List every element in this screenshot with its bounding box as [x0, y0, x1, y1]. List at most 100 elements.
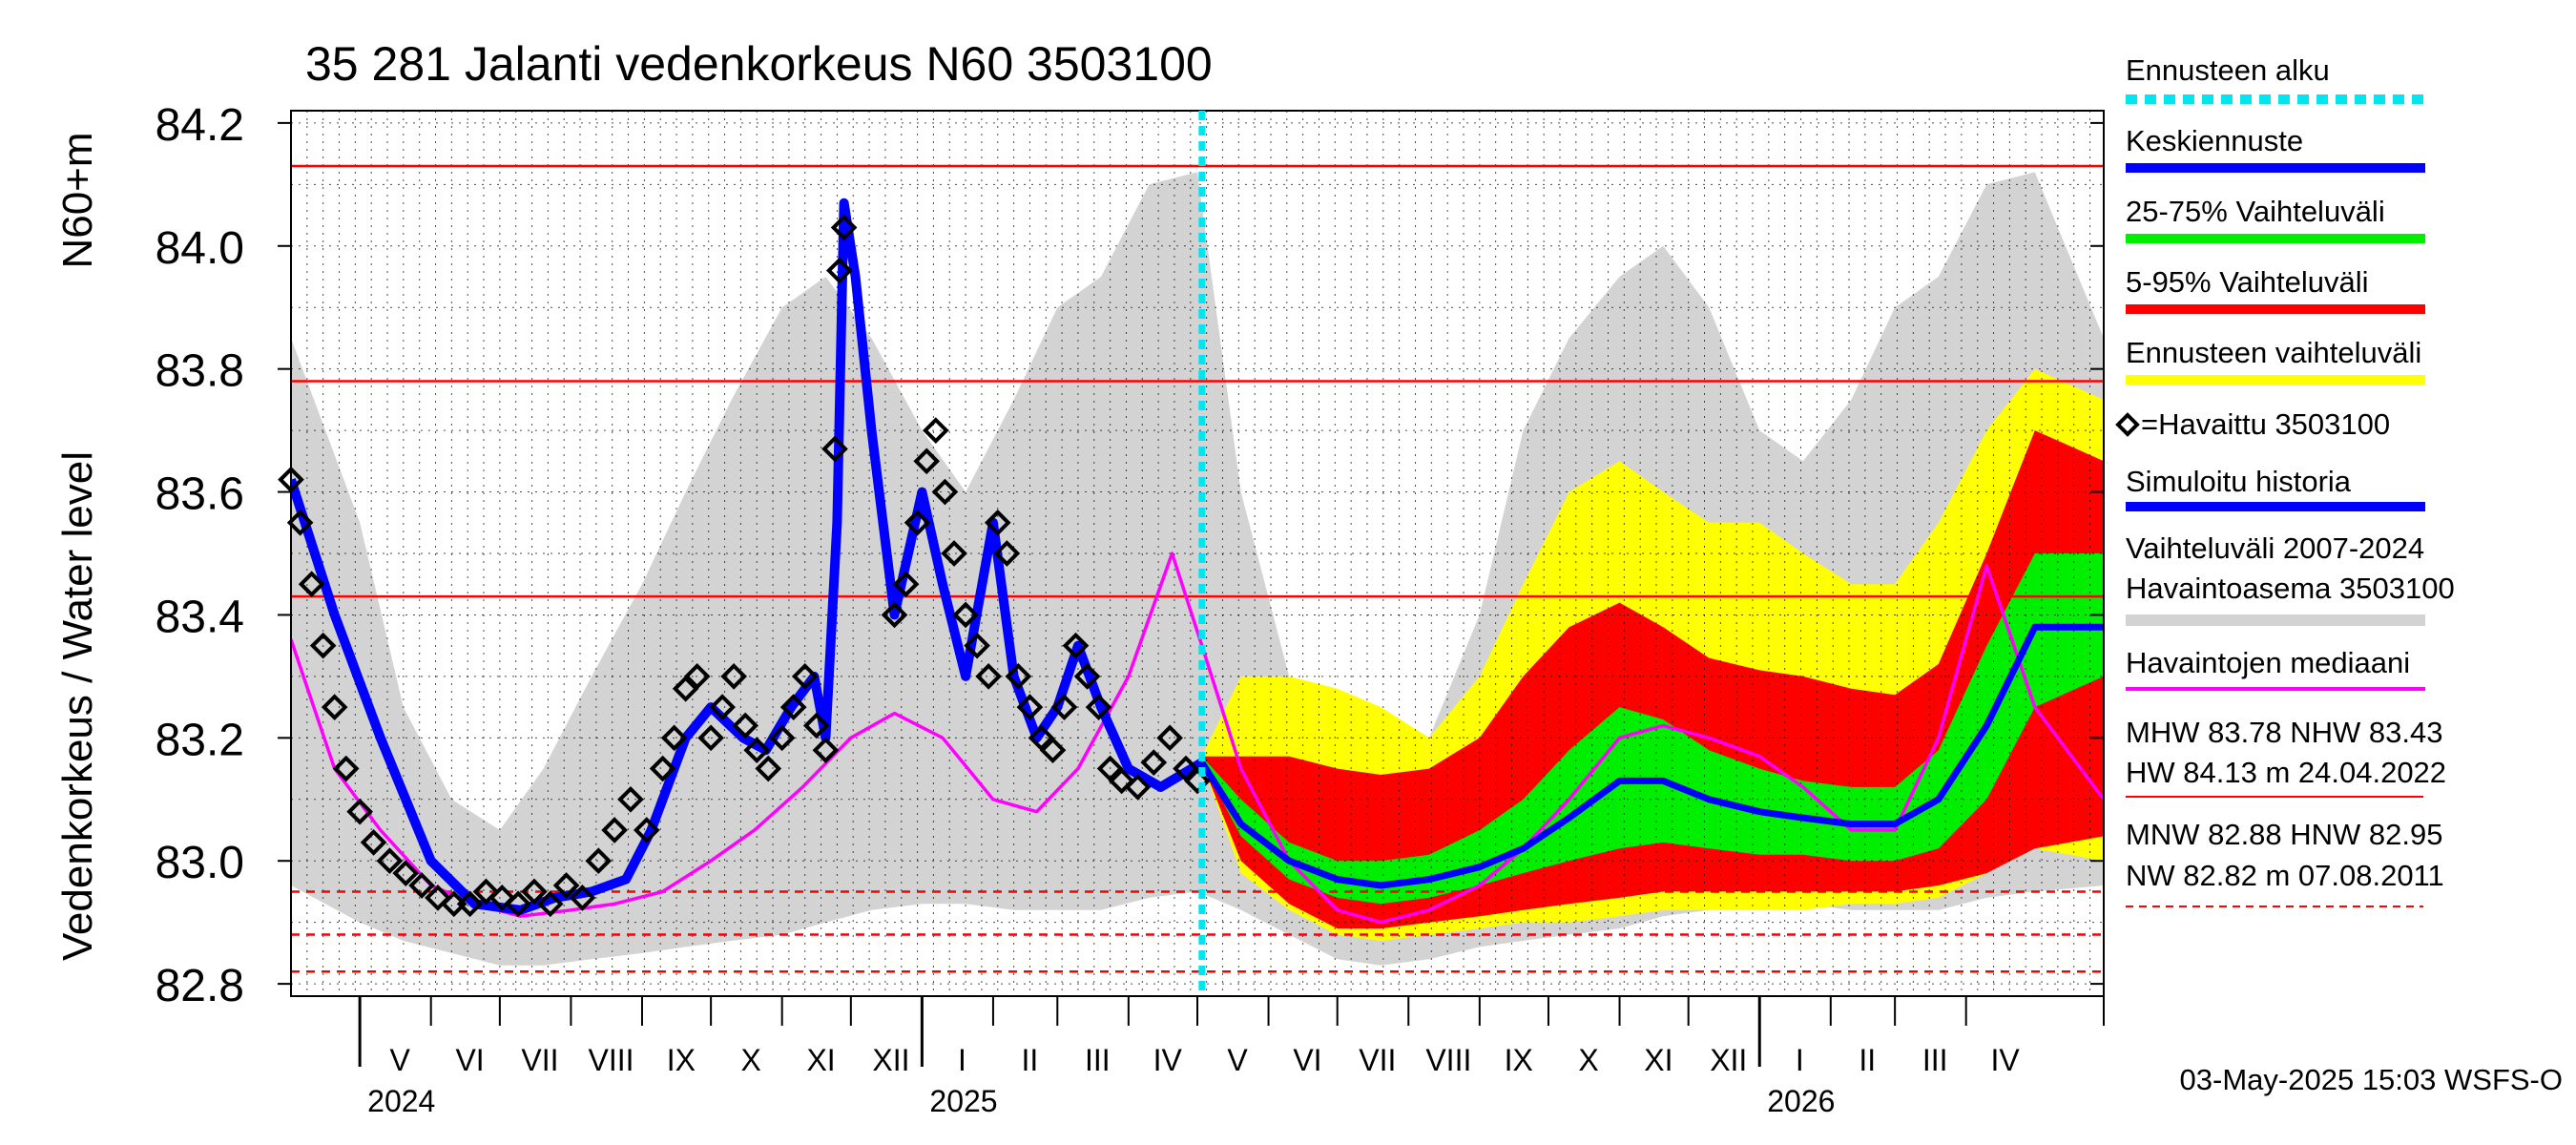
observed-point [802, 712, 830, 739]
month-label: IX [667, 1043, 696, 1077]
observed-point [456, 890, 484, 918]
month-label: VIII [588, 1043, 634, 1077]
observed-point [913, 448, 941, 475]
observed-point [488, 885, 516, 911]
observed-point [993, 540, 1021, 567]
observed-point [768, 724, 796, 752]
stats-line-4: NW 82.82 m 07.08.2011 [2126, 859, 2444, 892]
month-label: IV [1990, 1043, 2020, 1077]
observed-point [1108, 767, 1135, 795]
legend-ennusteen-alku-label: Ennusteen alku [2126, 53, 2330, 87]
month-label: III [1922, 1043, 1948, 1077]
observed-point [286, 509, 314, 536]
axes: 82.883.083.283.483.683.884.084.2V VI VII VI… [156, 100, 2105, 1118]
observed-point [881, 601, 908, 629]
observed-point [332, 755, 360, 782]
observed-point [569, 885, 596, 911]
y-axis-label: Vedenkorkeus / Water level [54, 451, 101, 961]
legend-keskiennuste-label: Keskiennuste [2126, 124, 2303, 157]
observed-point [360, 829, 387, 856]
observed-point [825, 257, 853, 284]
chart-title: 35 281 Jalanti vedenkorkeus N60 3503100 [305, 37, 1213, 91]
year-label: 2026 [1767, 1084, 1835, 1118]
observed-point [812, 737, 840, 764]
month-label: VII [521, 1043, 558, 1077]
observed-point [941, 540, 967, 567]
y-tick-label: 83.8 [156, 346, 244, 397]
year-label: 2025 [929, 1084, 997, 1118]
observed-point [709, 694, 736, 720]
observed-point [392, 860, 420, 886]
observed-point [683, 663, 711, 690]
observed-point [536, 890, 564, 918]
observed-point [1124, 774, 1152, 801]
year-label: 2024 [367, 1084, 435, 1118]
observed-point [975, 663, 1002, 690]
observed-point [672, 675, 699, 702]
observed-point [922, 417, 949, 444]
month-label: IV [1153, 1043, 1183, 1077]
observed-point [964, 632, 990, 659]
observed-point [1028, 724, 1055, 752]
observed-point [791, 663, 819, 690]
observed-point [1184, 767, 1211, 795]
stats-line-2: HW 84.13 m 24.04.2022 [2126, 756, 2446, 789]
observed-point [1005, 663, 1032, 690]
observed-point [552, 872, 580, 899]
y-tick-label: 83.2 [156, 715, 244, 765]
observed-point [633, 817, 660, 843]
observed-point [743, 737, 771, 764]
grid-layer [290, 111, 2104, 996]
observed-point [1140, 749, 1168, 776]
observed-point [617, 785, 644, 813]
y-tick-label: 83.6 [156, 469, 244, 520]
stats-line-1: MHW 83.78 NHW 83.43 [2126, 716, 2443, 749]
month-label: VI [455, 1043, 484, 1077]
observed-point [755, 755, 782, 782]
observed-point [1050, 694, 1078, 720]
observed-point [346, 798, 373, 825]
month-label: I [958, 1043, 966, 1077]
observed-point [1016, 694, 1044, 720]
month-label: II [1859, 1043, 1876, 1077]
observed-point [1085, 694, 1112, 720]
y-tick-label: 84.0 [156, 223, 244, 274]
observed-point [321, 694, 348, 720]
y-tick-label: 84.2 [156, 100, 244, 151]
month-label: V [1227, 1043, 1248, 1077]
observed-point [309, 632, 337, 659]
y-tick-label: 83.4 [156, 592, 244, 642]
observed-point [720, 663, 748, 690]
observed-point [1156, 724, 1183, 752]
observed-point [649, 755, 676, 782]
observed-point [376, 847, 404, 875]
y-tick-label: 83.0 [156, 838, 244, 888]
observed-point [1073, 663, 1101, 690]
observed-point [1062, 632, 1090, 659]
legend: Ennusteen alku Keskiennuste 25-75% Vaihtel… [2115, 53, 2455, 691]
observed-point [904, 509, 931, 536]
month-label: I [1796, 1043, 1804, 1077]
reference-lines [291, 164, 2104, 973]
observed-point [1173, 755, 1199, 782]
y-axis-unit: N60+m [54, 132, 101, 268]
observed-point [660, 724, 688, 752]
legend-ennusteen-vaihteluv-li-label: Ennusteen vaihteluväli [2126, 336, 2421, 369]
observed-point [1039, 737, 1067, 764]
month-label: V [390, 1043, 411, 1077]
line-havaintojen-mediaani [291, 552, 2104, 925]
observed-markers [278, 214, 1211, 918]
month-label: XI [1644, 1043, 1672, 1077]
stats-line-3: MNW 82.88 HNW 82.95 [2126, 818, 2443, 851]
observed-point [892, 571, 920, 598]
legend-5-95-vaihteluv-li-label: 5-95% Vaihteluväli [2126, 265, 2368, 299]
legend-havaittu-3503100-label: =Havaittu 3503100 [2141, 407, 2390, 441]
month-label: IX [1505, 1043, 1533, 1077]
month-label: XII [872, 1043, 909, 1077]
observed-point [821, 435, 848, 463]
legend-havaittu-3503100-swatch [2115, 412, 2140, 437]
legend-havaintojen-mediaani-label: Havaintojen mediaani [2126, 646, 2410, 679]
observed-point [984, 509, 1011, 536]
month-label: XI [806, 1043, 835, 1077]
